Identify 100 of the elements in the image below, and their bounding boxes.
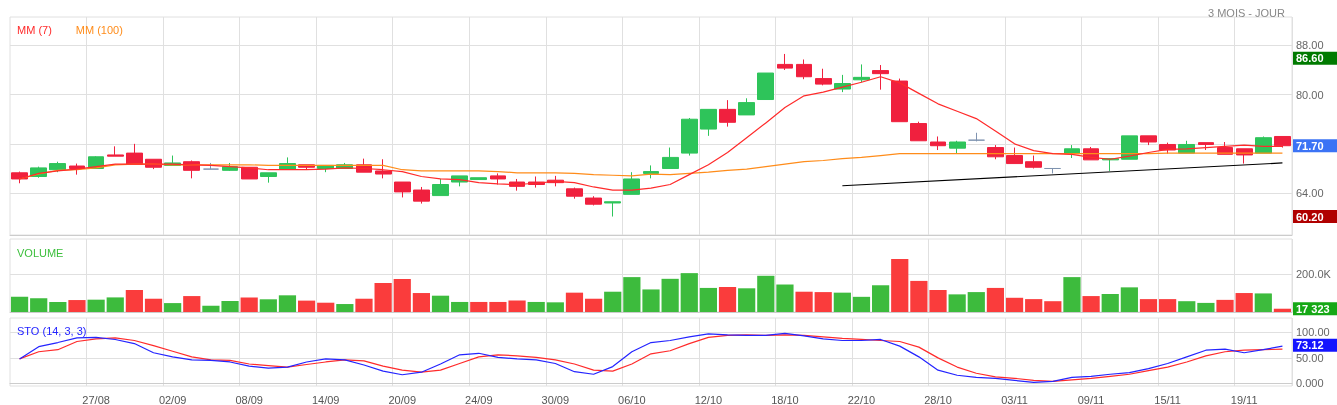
candlestick bbox=[987, 144, 1004, 160]
x-tick-label: 20/09 bbox=[388, 393, 417, 405]
candlestick bbox=[1198, 142, 1214, 151]
candlestick bbox=[853, 63, 870, 83]
bar bbox=[1235, 293, 1253, 312]
candlestick bbox=[470, 177, 487, 181]
bar bbox=[183, 296, 201, 312]
candlestick bbox=[1006, 147, 1023, 165]
candlestick bbox=[1274, 135, 1291, 149]
bar bbox=[1063, 277, 1081, 312]
chart-subtitle: 3 MOIS - JOUR bbox=[1207, 6, 1286, 19]
bar bbox=[661, 278, 679, 312]
bar bbox=[546, 302, 564, 312]
bar bbox=[584, 298, 603, 312]
bar bbox=[738, 288, 756, 312]
candlestick bbox=[260, 172, 277, 184]
x-tick-label: 28/10 bbox=[924, 393, 952, 405]
candlestick bbox=[738, 97, 755, 116]
bar bbox=[106, 297, 124, 312]
candlestick bbox=[203, 162, 219, 170]
bar bbox=[795, 291, 813, 312]
bar bbox=[929, 290, 947, 312]
bar bbox=[144, 298, 163, 312]
bar bbox=[642, 289, 660, 312]
candlestick bbox=[432, 178, 449, 197]
bar bbox=[1025, 299, 1043, 312]
bar bbox=[374, 282, 392, 312]
bar bbox=[278, 295, 297, 312]
text: 17 323 bbox=[1296, 302, 1330, 315]
candlestick bbox=[719, 99, 736, 128]
bar bbox=[623, 277, 641, 312]
bar bbox=[1159, 299, 1177, 312]
bar bbox=[30, 298, 48, 312]
bar bbox=[355, 298, 373, 312]
y-tick-label: 88.00 bbox=[1296, 39, 1324, 52]
candlestick bbox=[968, 132, 985, 142]
x-tick-label: 02/09 bbox=[158, 393, 187, 405]
x-tick-label: 27/08 bbox=[82, 393, 110, 405]
bar bbox=[1254, 293, 1272, 312]
bar bbox=[814, 292, 832, 312]
y-tick-label: 50.00 bbox=[1296, 351, 1324, 364]
bar bbox=[604, 291, 622, 312]
series-label: STO (14, 3, 3) bbox=[17, 324, 87, 337]
bar bbox=[317, 302, 335, 312]
candlestick bbox=[643, 164, 659, 179]
bar bbox=[1178, 301, 1196, 312]
bar bbox=[891, 258, 909, 312]
bar bbox=[1005, 297, 1024, 312]
x-tick-label: 06/10 bbox=[618, 393, 646, 405]
candlestick bbox=[757, 72, 774, 101]
candlestick bbox=[1121, 135, 1138, 160]
y-tick-label: 200.0K bbox=[1296, 268, 1332, 281]
candlestick bbox=[815, 68, 832, 86]
bar bbox=[910, 280, 928, 312]
bar bbox=[1044, 301, 1062, 312]
bar bbox=[833, 292, 851, 312]
text: 86.60 bbox=[1296, 52, 1324, 65]
bar bbox=[10, 296, 29, 312]
text: 71.70 bbox=[1296, 139, 1324, 152]
bar bbox=[125, 290, 143, 312]
candlestick bbox=[1044, 167, 1061, 174]
bar bbox=[852, 296, 871, 312]
candlestick bbox=[413, 186, 430, 205]
bar bbox=[757, 275, 775, 312]
bar bbox=[718, 286, 737, 312]
x-tick-label: 15/11 bbox=[1154, 393, 1181, 405]
candlestick bbox=[585, 195, 602, 206]
text: MM (7) bbox=[17, 23, 52, 36]
bar bbox=[680, 273, 698, 312]
bar bbox=[393, 279, 411, 312]
bar bbox=[451, 301, 469, 312]
bar bbox=[699, 287, 718, 312]
candlestick bbox=[930, 135, 946, 151]
bar bbox=[336, 304, 354, 312]
line-series bbox=[18, 76, 1284, 191]
bar bbox=[948, 294, 966, 312]
candlestick bbox=[796, 58, 812, 80]
y-tick-label: 64.00 bbox=[1296, 187, 1324, 200]
candlestick bbox=[69, 163, 85, 176]
bar bbox=[527, 301, 545, 312]
bar bbox=[776, 284, 794, 312]
candlestick bbox=[107, 145, 124, 157]
bar bbox=[1216, 299, 1234, 312]
bar bbox=[470, 301, 488, 312]
bar bbox=[1120, 287, 1138, 312]
bar bbox=[412, 293, 430, 312]
candlestick bbox=[604, 201, 621, 218]
candlestick bbox=[910, 121, 927, 142]
y-tick-label: 0.000 bbox=[1296, 377, 1324, 390]
x-tick-label: 19/11 bbox=[1230, 393, 1258, 405]
text: 60.20 bbox=[1296, 210, 1324, 223]
candlestick bbox=[490, 172, 506, 185]
x-tick-label: 30/09 bbox=[541, 393, 570, 405]
candlestick bbox=[891, 78, 908, 123]
candlestick bbox=[700, 108, 717, 137]
text: VOLUME bbox=[17, 246, 64, 259]
x-tick-label: 24/09 bbox=[465, 393, 493, 405]
candlestick bbox=[662, 147, 679, 169]
bar bbox=[872, 285, 890, 312]
candlestick bbox=[394, 181, 411, 198]
